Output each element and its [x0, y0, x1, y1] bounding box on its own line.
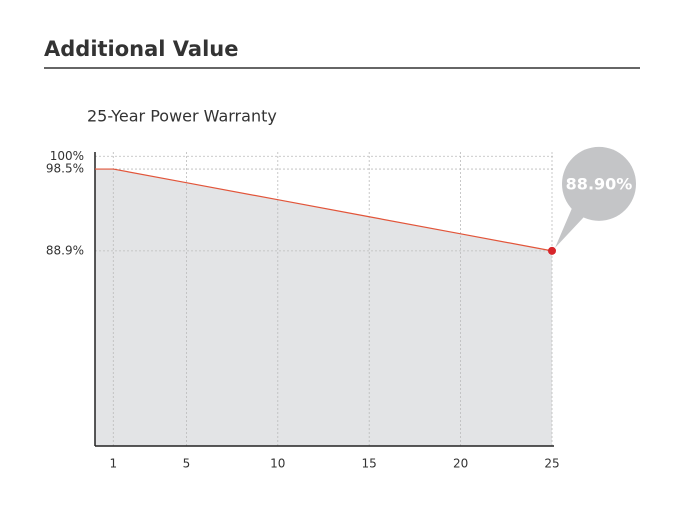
- x-tick-label: 5: [183, 457, 191, 471]
- x-tick-label: 15: [362, 457, 377, 471]
- chart-title: 25-Year Power Warranty: [87, 107, 277, 126]
- y-tick-label: 88.9%: [46, 243, 84, 257]
- x-tick-label: 1: [109, 457, 117, 471]
- line: [95, 168, 553, 252]
- end-marker: [548, 246, 556, 255]
- x-tick-label: 20: [453, 457, 468, 471]
- x-tick-label: 10: [270, 457, 285, 471]
- callout-bubble: [562, 146, 636, 221]
- y-tick-label: 98.5%: [46, 162, 84, 176]
- annotation: 88.90%: [566, 174, 633, 193]
- x-tick-label: 25: [544, 457, 559, 471]
- page-title: Additional Value: [44, 37, 238, 61]
- callout-tail: [555, 205, 585, 248]
- area: [95, 169, 552, 447]
- y-tick-label: 100%: [50, 149, 84, 163]
